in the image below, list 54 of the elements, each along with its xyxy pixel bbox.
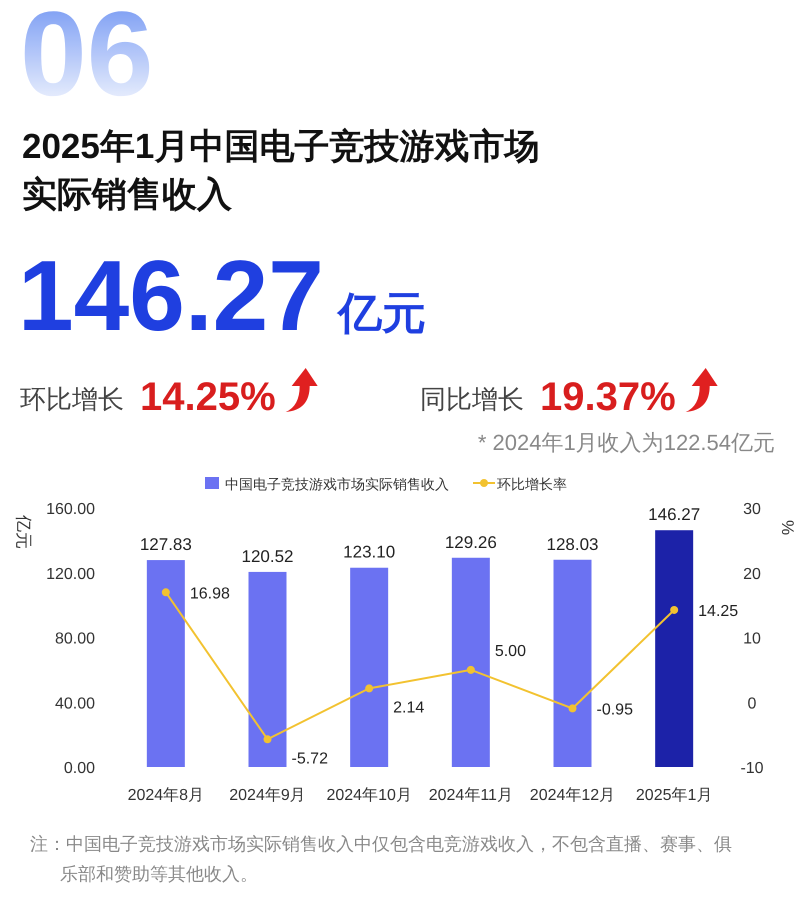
x-tick-label: 2024年11月 [428,787,513,804]
text: * 2024年1月收入为122.54亿元 [478,430,775,455]
bar [248,572,286,767]
text: 注：中国电子竞技游戏市场实际销售收入中仅包含电竞游戏收入，不包含直播、赛事、俱乐部和赞助等其他收入。 [30,834,732,884]
text: 06 [20,0,154,121]
text: 146.27 [18,240,324,352]
x-tick-label: 2024年8月 [128,787,204,804]
y-tick-label: 120.00 [46,566,96,583]
data-label: 16.98 [190,585,230,602]
y-tick-label: 40.00 [54,695,96,712]
y2-tick-label: 30 [743,501,761,518]
y-axis-title: 亿元 [14,514,33,549]
x-tick-label: 2024年9月 [229,787,306,804]
text: 19.37% [540,375,676,419]
data-label: 146.27 [648,505,700,524]
data-label: -0.95 [596,701,634,718]
text: 同比增长 [420,384,524,414]
data-label: 123.10 [343,542,396,562]
y2-axis-title: % [778,520,797,536]
bar [350,568,388,767]
point [264,735,272,744]
y2-tick-label: 10 [743,630,761,648]
y2-tick-label: 20 [743,566,761,583]
chart-title: 2025年1月中国电子竞技游戏市场实际销售收入 [22,127,540,214]
data-label: 14.25 [698,602,738,620]
data-label: 2.14 [393,699,424,716]
x-tick-label: 2024年10月 [326,787,412,804]
bar [452,558,490,767]
y-tick-label: 80.00 [54,630,96,648]
text: 14.25% [140,375,276,419]
data-label: 128.03 [546,534,598,554]
text: 环比增长 [20,384,124,414]
data-label: -5.72 [292,750,328,768]
bar [146,560,185,767]
x-tick-label: 2025年1月 [636,787,712,804]
x-tick-label: 2024年12月 [530,787,616,804]
data-label: 129.26 [444,532,497,552]
point [568,704,576,712]
y2-tick-label: 0 [748,695,757,712]
data-label: 5.00 [494,642,526,660]
point [670,606,678,614]
y2-tick-label: -10 [740,760,764,777]
point [365,684,374,692]
text: 亿元 [336,289,426,338]
data-label: 127.83 [140,535,192,554]
legend-label: 环比增长率 [497,476,567,492]
point [466,666,475,674]
data-label: 120.52 [242,546,294,566]
point [162,588,170,596]
y-tick-label: 0.00 [64,760,96,777]
bar [554,560,592,767]
y-tick-label: 160.00 [46,501,96,518]
legend-label: 中国电子竞技游戏市场实际销售收入 [225,476,449,492]
bar [655,530,694,767]
